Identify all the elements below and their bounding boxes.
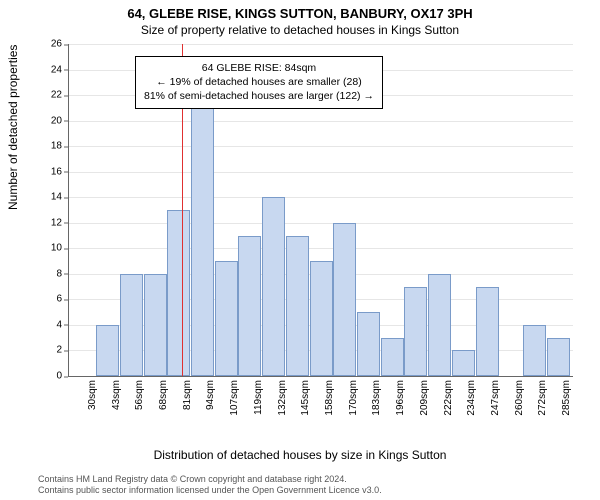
y-tick-label: 8	[38, 268, 62, 279]
gridline	[69, 248, 573, 249]
y-tick-label: 24	[38, 64, 62, 75]
gridline	[69, 146, 573, 147]
footer-line1: Contains HM Land Registry data © Crown c…	[38, 474, 382, 485]
x-tick-label: 145sqm	[300, 380, 311, 416]
y-tick-label: 0	[38, 371, 62, 382]
annotation-line2: ← 19% of detached houses are smaller (28…	[144, 75, 374, 89]
y-tick-label: 2	[38, 345, 62, 356]
x-tick-label: 222sqm	[443, 380, 454, 416]
x-tick-label: 94sqm	[205, 380, 216, 410]
y-tick-label: 6	[38, 294, 62, 305]
x-tick-label: 260sqm	[514, 380, 525, 416]
histogram-bar	[167, 210, 190, 376]
chart-title-line1: 64, GLEBE RISE, KINGS SUTTON, BANBURY, O…	[0, 0, 600, 21]
footer-attribution: Contains HM Land Registry data © Crown c…	[38, 474, 382, 497]
histogram-bar	[381, 338, 404, 376]
y-tick-label: 26	[38, 39, 62, 50]
histogram-bar	[357, 312, 380, 376]
x-tick-label: 43sqm	[111, 380, 122, 410]
x-tick-label: 272sqm	[537, 380, 548, 416]
x-tick-label: 30sqm	[87, 380, 98, 410]
y-tick-label: 12	[38, 217, 62, 228]
y-tick-label: 20	[38, 115, 62, 126]
histogram-bar	[215, 261, 238, 376]
footer-line2: Contains public sector information licen…	[38, 485, 382, 496]
gridline	[69, 121, 573, 122]
gridline	[69, 197, 573, 198]
histogram-bar	[96, 325, 119, 376]
chart-title-line2: Size of property relative to detached ho…	[0, 21, 600, 39]
histogram-bar	[144, 274, 167, 376]
histogram-bar	[523, 325, 546, 376]
x-tick-label: 247sqm	[490, 380, 501, 416]
histogram-bar	[238, 236, 261, 376]
histogram-bar	[120, 274, 143, 376]
annotation-box: 64 GLEBE RISE: 84sqm ← 19% of detached h…	[135, 56, 383, 109]
annotation-line3: 81% of semi-detached houses are larger (…	[144, 89, 374, 103]
histogram-bar	[547, 338, 570, 376]
y-tick-label: 14	[38, 192, 62, 203]
histogram-bar	[476, 287, 499, 376]
x-axis-label: Distribution of detached houses by size …	[0, 448, 600, 462]
x-tick-label: 107sqm	[229, 380, 240, 416]
histogram-bar	[191, 95, 214, 376]
gridline	[69, 223, 573, 224]
histogram-bar	[310, 261, 333, 376]
gridline	[69, 44, 573, 45]
x-tick-label: 132sqm	[277, 380, 288, 416]
histogram-bar	[333, 223, 356, 376]
gridline	[69, 172, 573, 173]
chart-area: 64 GLEBE RISE: 84sqm ← 19% of detached h…	[42, 44, 572, 404]
x-tick-label: 183sqm	[371, 380, 382, 416]
histogram-bar	[428, 274, 451, 376]
x-tick-label: 234sqm	[466, 380, 477, 416]
x-tick-label: 81sqm	[182, 380, 193, 410]
x-tick-label: 170sqm	[348, 380, 359, 416]
y-tick-label: 18	[38, 141, 62, 152]
histogram-bar	[286, 236, 309, 376]
plot-area: 64 GLEBE RISE: 84sqm ← 19% of detached h…	[68, 44, 573, 377]
x-tick-label: 158sqm	[324, 380, 335, 416]
histogram-bar	[452, 350, 475, 376]
histogram-bar	[404, 287, 427, 376]
annotation-line1: 64 GLEBE RISE: 84sqm	[144, 61, 374, 75]
y-tick-label: 4	[38, 319, 62, 330]
histogram-bar	[262, 197, 285, 376]
x-tick-label: 285sqm	[561, 380, 572, 416]
x-tick-label: 56sqm	[134, 380, 145, 410]
y-tick-label: 10	[38, 243, 62, 254]
y-tick-label: 16	[38, 166, 62, 177]
x-tick-label: 68sqm	[158, 380, 169, 410]
y-tick-label: 22	[38, 90, 62, 101]
chart-container: 64, GLEBE RISE, KINGS SUTTON, BANBURY, O…	[0, 0, 600, 500]
x-tick-label: 119sqm	[253, 380, 264, 415]
x-tick-label: 209sqm	[419, 380, 430, 416]
y-axis-label: Number of detached properties	[6, 45, 20, 210]
x-tick-label: 196sqm	[395, 380, 406, 416]
